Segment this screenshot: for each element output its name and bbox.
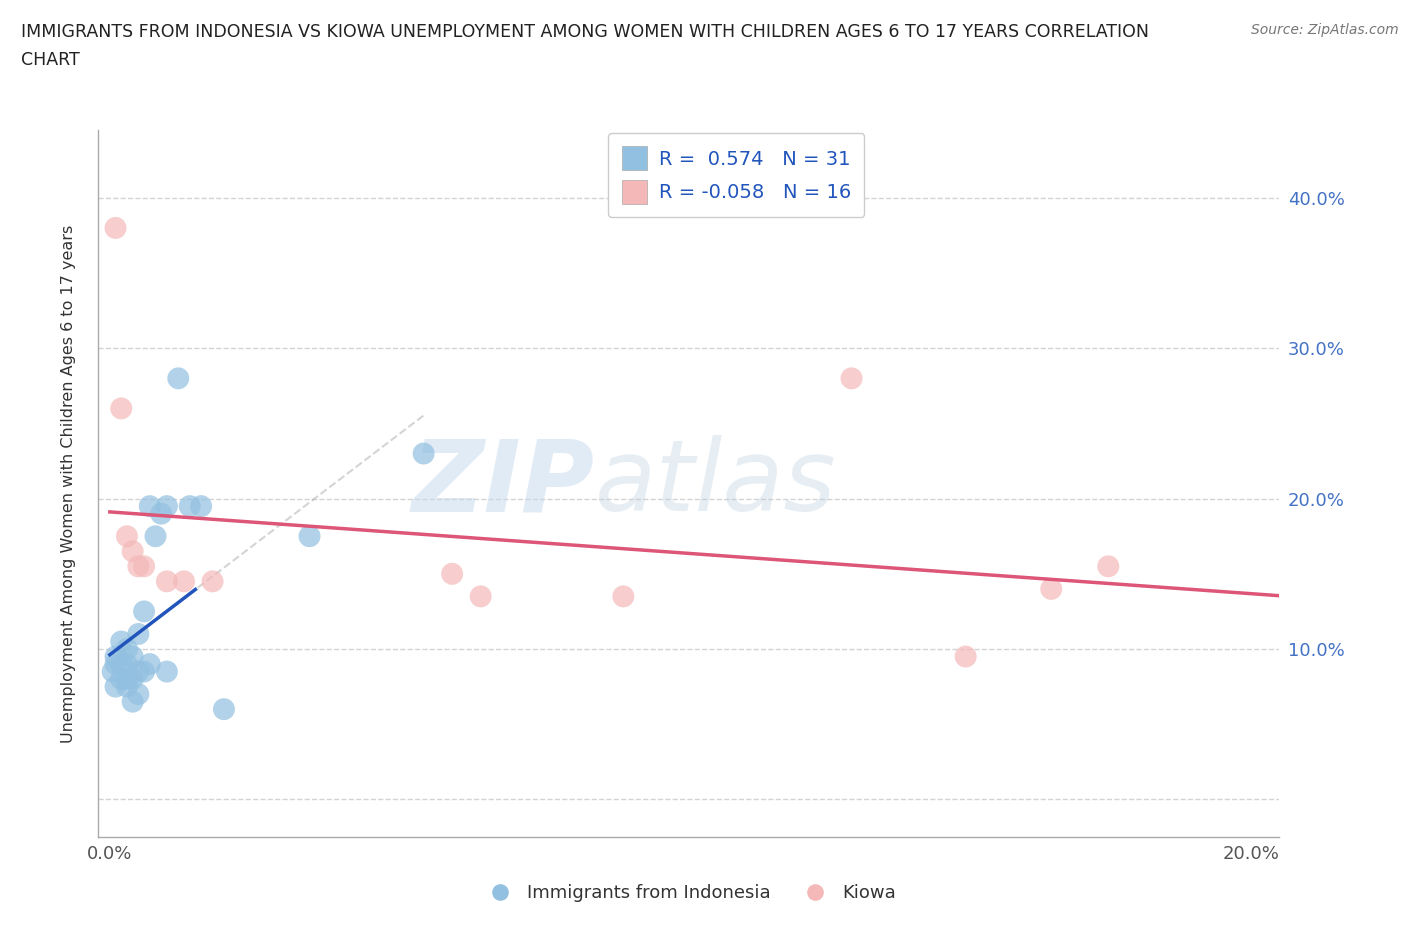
Point — [127, 627, 149, 642]
Point — [127, 559, 149, 574]
Text: IMMIGRANTS FROM INDONESIA VS KIOWA UNEMPLOYMENT AMONG WOMEN WITH CHILDREN AGES 6: IMMIGRANTS FROM INDONESIA VS KIOWA UNEMP… — [21, 23, 1149, 41]
Point — [110, 671, 132, 686]
Point — [612, 589, 634, 604]
Point — [115, 679, 138, 694]
Text: atlas: atlas — [595, 435, 837, 532]
Point — [156, 574, 179, 589]
Point — [104, 649, 127, 664]
Point — [132, 604, 155, 618]
Point — [1097, 559, 1119, 574]
Point — [412, 446, 434, 461]
Point — [139, 498, 162, 513]
Text: ZIP: ZIP — [412, 435, 595, 532]
Point — [127, 686, 149, 701]
Text: CHART: CHART — [21, 51, 80, 69]
Legend: Immigrants from Indonesia, Kiowa: Immigrants from Indonesia, Kiowa — [474, 877, 904, 910]
Text: Source: ZipAtlas.com: Source: ZipAtlas.com — [1251, 23, 1399, 37]
Point — [115, 642, 138, 657]
Point — [179, 498, 201, 513]
Point — [127, 664, 149, 679]
Point — [201, 574, 224, 589]
Point — [841, 371, 863, 386]
Point — [190, 498, 212, 513]
Point — [173, 574, 195, 589]
Point — [121, 671, 143, 686]
Point — [121, 649, 143, 664]
Point — [110, 657, 132, 671]
Point — [110, 401, 132, 416]
Point — [139, 657, 162, 671]
Point — [121, 694, 143, 709]
Point — [115, 657, 138, 671]
Point — [104, 220, 127, 235]
Point — [1040, 581, 1063, 596]
Point — [156, 664, 179, 679]
Point — [156, 498, 179, 513]
Point — [121, 544, 143, 559]
Point — [132, 559, 155, 574]
Point — [101, 664, 124, 679]
Point — [104, 679, 127, 694]
Point — [470, 589, 492, 604]
Point — [132, 664, 155, 679]
Point — [145, 529, 167, 544]
Point — [150, 506, 173, 521]
Point — [441, 566, 464, 581]
Y-axis label: Unemployment Among Women with Children Ages 6 to 17 years: Unemployment Among Women with Children A… — [62, 224, 76, 743]
Point — [167, 371, 190, 386]
Point — [115, 529, 138, 544]
Point — [298, 529, 321, 544]
Point — [955, 649, 977, 664]
Point — [110, 634, 132, 649]
Point — [104, 657, 127, 671]
Point — [115, 671, 138, 686]
Point — [212, 702, 235, 717]
